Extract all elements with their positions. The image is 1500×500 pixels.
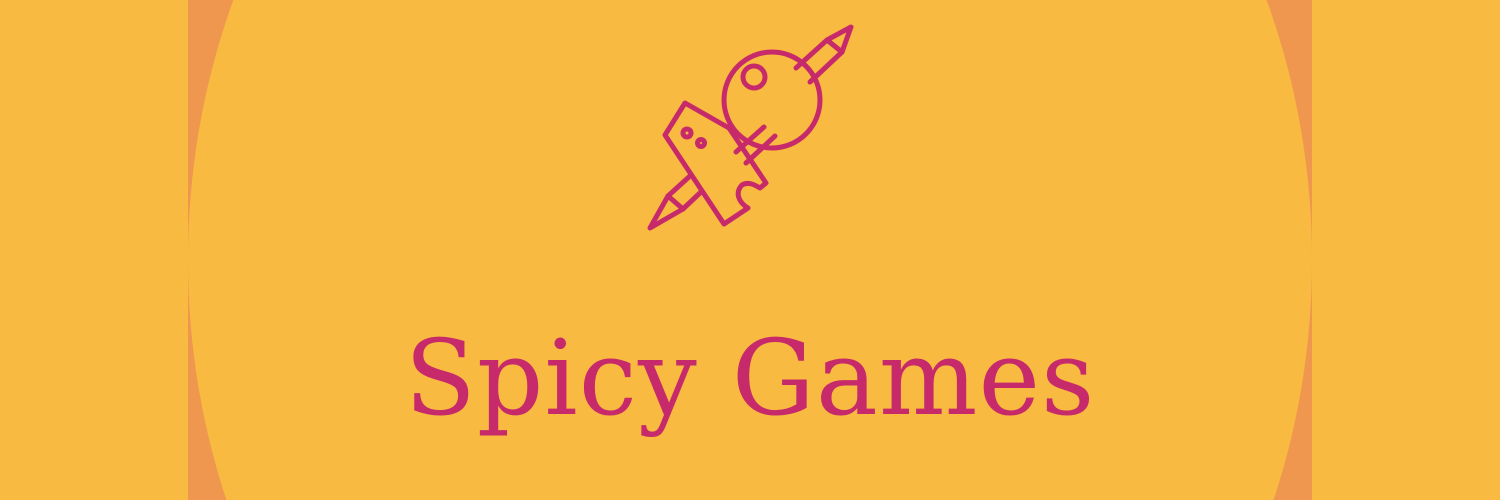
brand-title: Spicy Games: [404, 317, 1096, 439]
right-side-panel: [1312, 0, 1500, 500]
left-side-panel: [0, 0, 188, 500]
skewer-cheese-olive-icon: [647, 24, 854, 231]
background-circle: [188, 0, 1312, 500]
